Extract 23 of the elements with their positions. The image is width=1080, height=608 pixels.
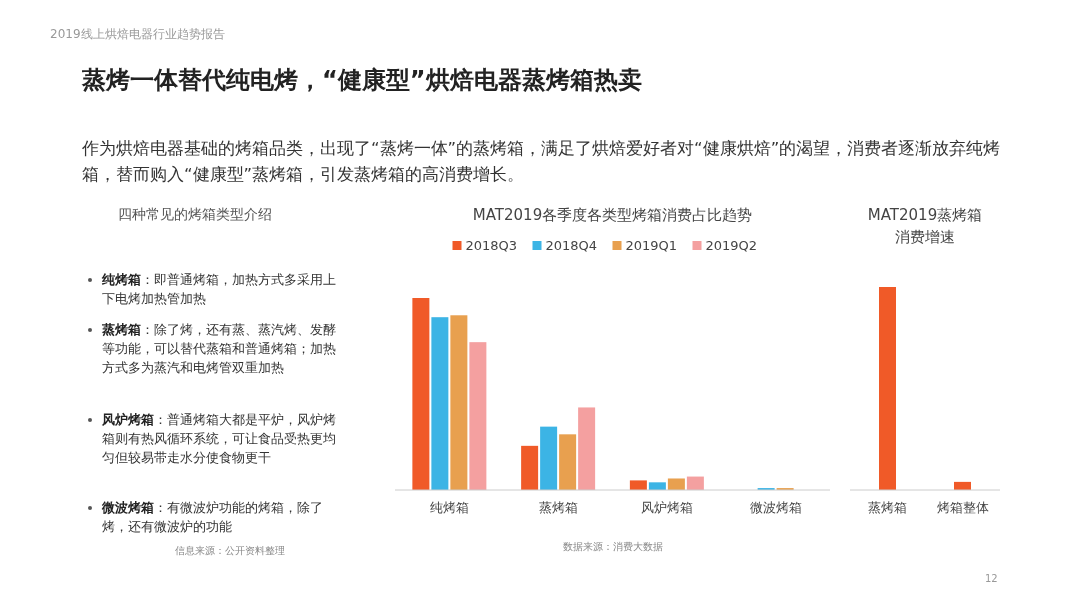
x-tick-label: 风炉烤箱 xyxy=(640,500,693,515)
text: 纯烤箱：即普通烤箱，加热方式多采用上下电烤加热管加热 xyxy=(102,272,336,306)
legend-label: 2019Q1 xyxy=(625,238,678,253)
legend-label: 2018Q3 xyxy=(465,238,518,253)
x-tick-label: 蒸烤箱 xyxy=(868,500,907,515)
legend-label: 2018Q4 xyxy=(545,238,598,253)
text: 2019线上烘焙电器行业趋势报告 xyxy=(50,27,225,41)
legend-label: 2019Q2 xyxy=(705,238,758,253)
x-tick-label: 微波烤箱 xyxy=(749,500,802,515)
x-tick-label: 纯烤箱 xyxy=(429,500,469,515)
text: 四种常见的烤箱类型介绍 xyxy=(118,206,272,222)
text: 作为烘焙电器基础的烤箱品类，出现了“蒸烤一体”的蒸烤箱，满足了烘焙爱好者对“健康烘焙”的渴望，消费者逐渐放弃纯烤箱，替而购入“健康型”蒸烤箱，引发蒸烤箱的高消费增长。 xyxy=(82,139,1001,184)
chart-title: MAT2019各季度各类型烤箱消费占比趋势 xyxy=(472,206,753,224)
text: 微波烤箱：有微波炉功能的烤箱，除了烤，还有微波炉的功能 xyxy=(102,500,323,534)
x-tick-label: 烤箱整体 xyxy=(936,500,989,515)
text: 12 xyxy=(985,573,998,584)
text: 蒸烤一体替代纯电烤，“健康型”烘焙电器蒸烤箱热卖 xyxy=(82,66,642,94)
text: 信息来源：公开资料整理 xyxy=(175,545,285,556)
source-note: 数据来源：消费大数据 xyxy=(562,541,663,552)
text: 蒸烤箱：除了烤，还有蒸、蒸汽烤、发酵等功能，可以替代蒸箱和普通烤箱；加热方式多为蒸汽和电烤管双重加热 xyxy=(102,322,336,375)
chart-title: MAT2019蒸烤箱消费增速 xyxy=(867,206,983,246)
x-tick-label: 蒸烤箱 xyxy=(538,500,578,515)
text: 风炉烤箱：普通烤箱大都是平炉，风炉烤箱则有热风循环系统，可让食品受热更均匀但较易带走水分使食物更干 xyxy=(102,412,336,465)
